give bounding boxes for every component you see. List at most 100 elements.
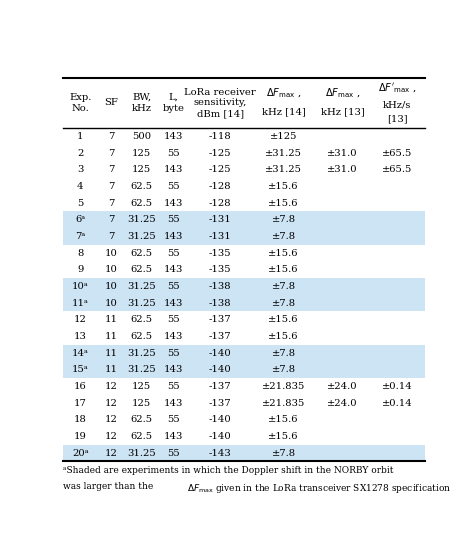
Text: ±7.8: ±7.8	[272, 365, 296, 374]
Text: ±125: ±125	[270, 132, 297, 141]
Text: 10: 10	[105, 299, 118, 307]
Text: -135: -135	[209, 265, 231, 274]
Text: 143: 143	[164, 399, 183, 408]
Text: 55: 55	[167, 149, 180, 158]
Text: 55: 55	[167, 349, 180, 358]
Text: 11ᵃ: 11ᵃ	[72, 299, 89, 307]
Bar	[63, 444, 425, 461]
Text: 55: 55	[167, 282, 180, 291]
Text: 20ᵃ: 20ᵃ	[72, 448, 89, 458]
Text: 125: 125	[132, 399, 151, 408]
Text: 7: 7	[108, 182, 114, 191]
Text: ±7.8: ±7.8	[272, 282, 296, 291]
Text: 13: 13	[74, 332, 87, 341]
Text: -137: -137	[209, 399, 231, 408]
Text: 143: 143	[164, 332, 183, 341]
Bar	[63, 295, 425, 311]
Text: -131: -131	[209, 232, 231, 241]
Text: -118: -118	[209, 132, 231, 141]
Text: 7: 7	[108, 199, 114, 208]
Text: $\Delta F_{\mathrm{max}}$ ,: $\Delta F_{\mathrm{max}}$ ,	[266, 86, 301, 100]
Text: -140: -140	[209, 432, 231, 441]
Text: ±31.25: ±31.25	[265, 149, 302, 158]
Text: 7: 7	[108, 149, 114, 158]
Text: 10: 10	[105, 248, 118, 258]
Bar	[63, 212, 425, 228]
Text: -137: -137	[209, 332, 231, 341]
Text: 3: 3	[77, 165, 83, 174]
Bar	[63, 345, 425, 361]
Text: ±7.8: ±7.8	[272, 232, 296, 241]
Text: BW,
kHz: BW, kHz	[132, 93, 152, 113]
Text: L,
byte: L, byte	[163, 93, 184, 113]
Bar	[63, 278, 425, 295]
Text: 55: 55	[167, 248, 180, 258]
Text: 143: 143	[164, 299, 183, 307]
Text: was larger than the: was larger than the	[63, 482, 156, 491]
Text: -137: -137	[209, 382, 231, 391]
Text: -140: -140	[209, 365, 231, 374]
Text: 143: 143	[164, 232, 183, 241]
Text: ±21.835: ±21.835	[262, 399, 305, 408]
Text: ±7.8: ±7.8	[272, 216, 296, 224]
Text: -128: -128	[209, 182, 231, 191]
Text: 18: 18	[74, 416, 87, 424]
Text: 55: 55	[167, 448, 180, 458]
Text: ±15.6: ±15.6	[268, 332, 299, 341]
Text: 31.25: 31.25	[128, 299, 156, 307]
Text: 31.25: 31.25	[128, 232, 156, 241]
Text: 7ᵃ: 7ᵃ	[75, 232, 85, 241]
Text: ±31.0: ±31.0	[327, 149, 358, 158]
Text: 12: 12	[74, 315, 87, 324]
Text: ±15.6: ±15.6	[268, 248, 299, 258]
Text: 5: 5	[77, 199, 83, 208]
Text: ±24.0: ±24.0	[327, 399, 358, 408]
Text: 31.25: 31.25	[128, 365, 156, 374]
Text: -131: -131	[209, 216, 231, 224]
Text: kHz/s: kHz/s	[383, 101, 411, 110]
Text: 12: 12	[105, 416, 118, 424]
Text: 55: 55	[167, 315, 180, 324]
Text: ±15.6: ±15.6	[268, 416, 299, 424]
Text: ±15.6: ±15.6	[268, 432, 299, 441]
Text: 31.25: 31.25	[128, 282, 156, 291]
Text: 11: 11	[105, 332, 118, 341]
Text: 143: 143	[164, 432, 183, 441]
Text: $\Delta F_{\mathrm{max}}$ given in the LoRa transceiver SX1278 specification: $\Delta F_{\mathrm{max}}$ given in the L…	[187, 482, 451, 495]
Text: -135: -135	[209, 248, 231, 258]
Text: -140: -140	[209, 416, 231, 424]
Text: 62.5: 62.5	[131, 332, 153, 341]
Text: 10ᵃ: 10ᵃ	[72, 282, 89, 291]
Text: 1: 1	[77, 132, 83, 141]
Text: 6ᵃ: 6ᵃ	[75, 216, 85, 224]
Text: -143: -143	[209, 448, 231, 458]
Text: 11: 11	[105, 349, 118, 358]
Text: kHz [14]: kHz [14]	[262, 108, 306, 116]
Text: ±0.14: ±0.14	[382, 382, 413, 391]
Text: 55: 55	[167, 216, 180, 224]
Text: ±31.0: ±31.0	[327, 165, 358, 174]
Text: 62.5: 62.5	[131, 199, 153, 208]
Text: 12: 12	[105, 399, 118, 408]
Text: $\Delta F'_{\mathrm{max}}$ ,: $\Delta F'_{\mathrm{max}}$ ,	[378, 82, 417, 95]
Text: 14ᵃ: 14ᵃ	[72, 349, 89, 358]
Text: ±65.5: ±65.5	[382, 165, 412, 174]
Text: 16: 16	[74, 382, 87, 391]
Text: 31.25: 31.25	[128, 216, 156, 224]
Text: 125: 125	[132, 165, 151, 174]
Text: 143: 143	[164, 199, 183, 208]
Text: ±65.5: ±65.5	[382, 149, 412, 158]
Text: ±0.14: ±0.14	[382, 399, 413, 408]
Text: 125: 125	[132, 382, 151, 391]
Text: ±31.25: ±31.25	[265, 165, 302, 174]
Text: -138: -138	[209, 299, 231, 307]
Text: ±15.6: ±15.6	[268, 315, 299, 324]
Text: ᵃShaded are experiments in which the Doppler shift in the NORBY orbit: ᵃShaded are experiments in which the Dop…	[63, 466, 393, 475]
Text: ±7.8: ±7.8	[272, 349, 296, 358]
Text: 143: 143	[164, 265, 183, 274]
Text: 10: 10	[105, 282, 118, 291]
Text: $\Delta F_{\mathrm{max}}$ ,: $\Delta F_{\mathrm{max}}$ ,	[325, 86, 360, 100]
Text: 15ᵃ: 15ᵃ	[72, 365, 89, 374]
Text: 11: 11	[105, 365, 118, 374]
Text: 62.5: 62.5	[131, 248, 153, 258]
